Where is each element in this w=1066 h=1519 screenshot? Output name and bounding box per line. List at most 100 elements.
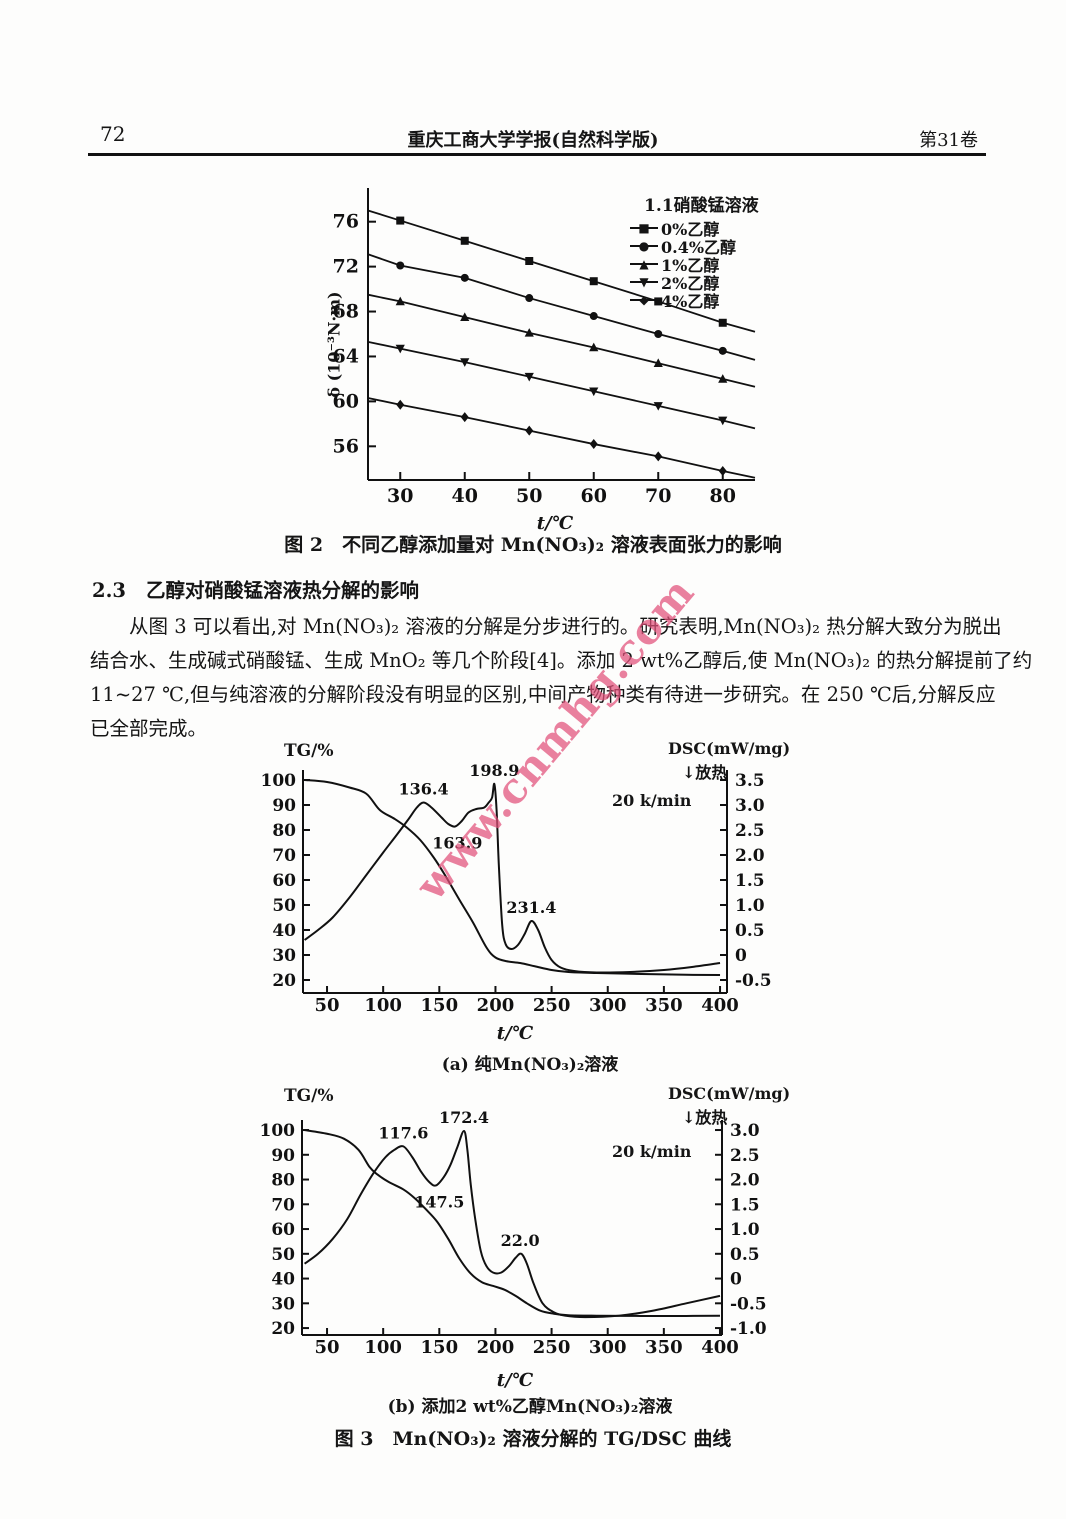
fig3b-subcaption: (b) 添加2 wt%乙醇Mn(NO₃)₂溶液 [387, 1397, 673, 1417]
fig2-legend-title: 1.1硝酸锰溶液 [644, 196, 759, 216]
header-rule [88, 153, 986, 156]
square-marker-icon: ■ [630, 221, 658, 235]
svg-text:80: 80 [710, 485, 736, 507]
fig3b-dsc-axis-label: DSC(mW/mg) [668, 1084, 791, 1103]
svg-text:150: 150 [421, 1337, 459, 1358]
series-line [367, 397, 756, 479]
fig3b-x-axis-label: t/℃ [496, 1370, 534, 1391]
svg-text:90: 90 [271, 1146, 295, 1166]
svg-text:150: 150 [421, 995, 459, 1016]
svg-text:50: 50 [271, 1245, 295, 1265]
svg-text:300: 300 [589, 995, 627, 1016]
svg-text:30: 30 [272, 946, 296, 966]
svg-text:60: 60 [271, 1220, 295, 1240]
fig3a-x-axis-label: t/℃ [496, 1023, 534, 1044]
legend-label: 1%乙醇 [661, 256, 720, 275]
svg-text:100: 100 [261, 771, 297, 791]
svg-text:1.5: 1.5 [730, 1195, 760, 1215]
legend-item: ◆ 4%乙醇 [630, 291, 805, 311]
svg-text:76: 76 [333, 211, 359, 233]
svg-text:20: 20 [271, 1319, 295, 1339]
svg-text:300: 300 [589, 1337, 627, 1358]
svg-text:0: 0 [730, 1270, 742, 1290]
paragraph-line: 11~27 ℃,但与纯溶液的分解阶段没有明显的区别,中间产物种类有待进一步研究。… [90, 683, 996, 706]
svg-text:350: 350 [645, 995, 683, 1016]
svg-text:70: 70 [645, 485, 671, 507]
circle-marker-icon: ● [630, 239, 658, 253]
svg-text:80: 80 [271, 1171, 295, 1191]
fig3b-heating-rate-label: 20 k/min [612, 1142, 692, 1161]
svg-text:2.5: 2.5 [730, 1146, 760, 1166]
diamond-marker-icon: ◆ [630, 293, 658, 307]
svg-text:-1.0: -1.0 [730, 1319, 767, 1339]
legend-item: ▼ 2%乙醇 [630, 273, 805, 293]
svg-text:2.5: 2.5 [735, 821, 765, 841]
svg-text:200: 200 [477, 995, 515, 1016]
svg-text:60: 60 [333, 390, 359, 412]
series-line [367, 253, 756, 361]
svg-text:90: 90 [272, 796, 296, 816]
fig2-legend: 1.1硝酸锰溶液 ■ 0%乙醇 ● 0.4%乙醇 ▲ 1%乙醇 ▼ 2%乙醇 ◆ 4%乙醇 [630, 191, 805, 311]
legend-label: 2%乙醇 [661, 274, 720, 293]
svg-text:1.0: 1.0 [730, 1220, 760, 1240]
fig3-caption: 图 3 Mn(NO₃)₂ 溶液分解的 TG/DSC 曲线 [334, 1428, 732, 1450]
fig3a-tg-axis-label: TG/% [284, 741, 334, 761]
svg-text:60: 60 [272, 871, 296, 891]
section-number: 2.3 [92, 579, 126, 602]
svg-text:350: 350 [645, 1337, 683, 1358]
fig2-canvas: 56 60 64 68 72 76 30 40 50 60 70 80 [333, 188, 756, 507]
svg-text:200: 200 [477, 1337, 515, 1358]
svg-text:70: 70 [271, 1195, 295, 1215]
svg-text:68: 68 [333, 301, 359, 323]
fig3a-subcaption: (a) 纯Mn(NO₃)₂溶液 [441, 1055, 619, 1075]
svg-text:0.5: 0.5 [735, 921, 765, 941]
legend-item: ● 0.4%乙醇 [630, 237, 805, 257]
tg-curve [304, 1129, 720, 1317]
svg-text:0: 0 [735, 946, 747, 966]
svg-text:40: 40 [271, 1270, 295, 1290]
figure-3b: TG/% DSC(mW/mg) ↓放热 20 k/min 100 90 80 70 60… [260, 1080, 810, 1425]
paragraph: 从图 3 可以看出,对 Mn(NO₃)₂ 溶液的分解是分步进行的。研究表明,Mn… [90, 610, 1033, 746]
paragraph-line: 已全部完成。 [90, 717, 208, 740]
triangle-up-marker-icon: ▲ [630, 257, 658, 271]
svg-text:100: 100 [364, 995, 402, 1016]
svg-text:100: 100 [260, 1121, 296, 1141]
svg-text:50: 50 [315, 1337, 340, 1358]
series-line [367, 209, 756, 333]
fig2-x-axis-label: t/℃ [536, 513, 574, 534]
page-number: 72 [100, 122, 126, 146]
journal-title: 重庆工商大学学报(自然科学版) [407, 130, 659, 151]
fig2-legend-items: ■ 0%乙醇 ● 0.4%乙醇 ▲ 1%乙醇 ▼ 2%乙醇 ◆ 4%乙醇 [630, 219, 805, 311]
svg-text:-0.5: -0.5 [735, 971, 772, 991]
volume-label: 第31卷 [919, 130, 978, 151]
svg-text:1.0: 1.0 [735, 896, 765, 916]
svg-text:400: 400 [701, 995, 739, 1016]
svg-text:0.5: 0.5 [730, 1245, 760, 1265]
svg-text:3.0: 3.0 [735, 796, 765, 816]
svg-text:30: 30 [387, 485, 413, 507]
svg-text:231.4: 231.4 [506, 898, 556, 917]
tg-curve [304, 779, 721, 976]
svg-text:56: 56 [333, 435, 359, 457]
svg-text:136.4: 136.4 [399, 780, 449, 799]
svg-text:250: 250 [533, 995, 571, 1016]
paragraph-line: 从图 3 可以看出,对 Mn(NO₃)₂ 溶液的分解是分步进行的。研究表明,Mn… [90, 615, 1002, 638]
figure-3a: TG/% DSC(mW/mg) ↓放热 20 k/min 100 90 80 70 60… [261, 735, 810, 1080]
svg-text:100: 100 [364, 1337, 402, 1358]
legend-item: ▲ 1%乙醇 [630, 255, 805, 275]
svg-text:40: 40 [452, 485, 478, 507]
svg-text:80: 80 [272, 821, 296, 841]
fig3a-exothermic-arrow-label: ↓放热 [682, 763, 728, 782]
fig3a-canvas: 100 90 80 70 60 50 40 30 20 3.5 3.0 2.5 2.0 1.5 1.0 0.5… [261, 761, 772, 1016]
svg-text:172.4: 172.4 [439, 1108, 489, 1127]
svg-text:400: 400 [701, 1337, 739, 1358]
svg-text:70: 70 [272, 846, 296, 866]
paragraph-line: 结合水、生成碱式硝酸锰、生成 MnO₂ 等几个阶段[4]。添加 2 wt%乙醇后… [90, 649, 1033, 672]
svg-text:117.6: 117.6 [378, 1123, 428, 1142]
section-heading: 2.3 乙醇对硝酸锰溶液热分解的影响 [92, 574, 419, 603]
svg-text:2.0: 2.0 [730, 1171, 760, 1191]
legend-label: 0%乙醇 [661, 220, 720, 239]
svg-text:1.5: 1.5 [735, 871, 765, 891]
svg-text:3.0: 3.0 [730, 1121, 760, 1141]
